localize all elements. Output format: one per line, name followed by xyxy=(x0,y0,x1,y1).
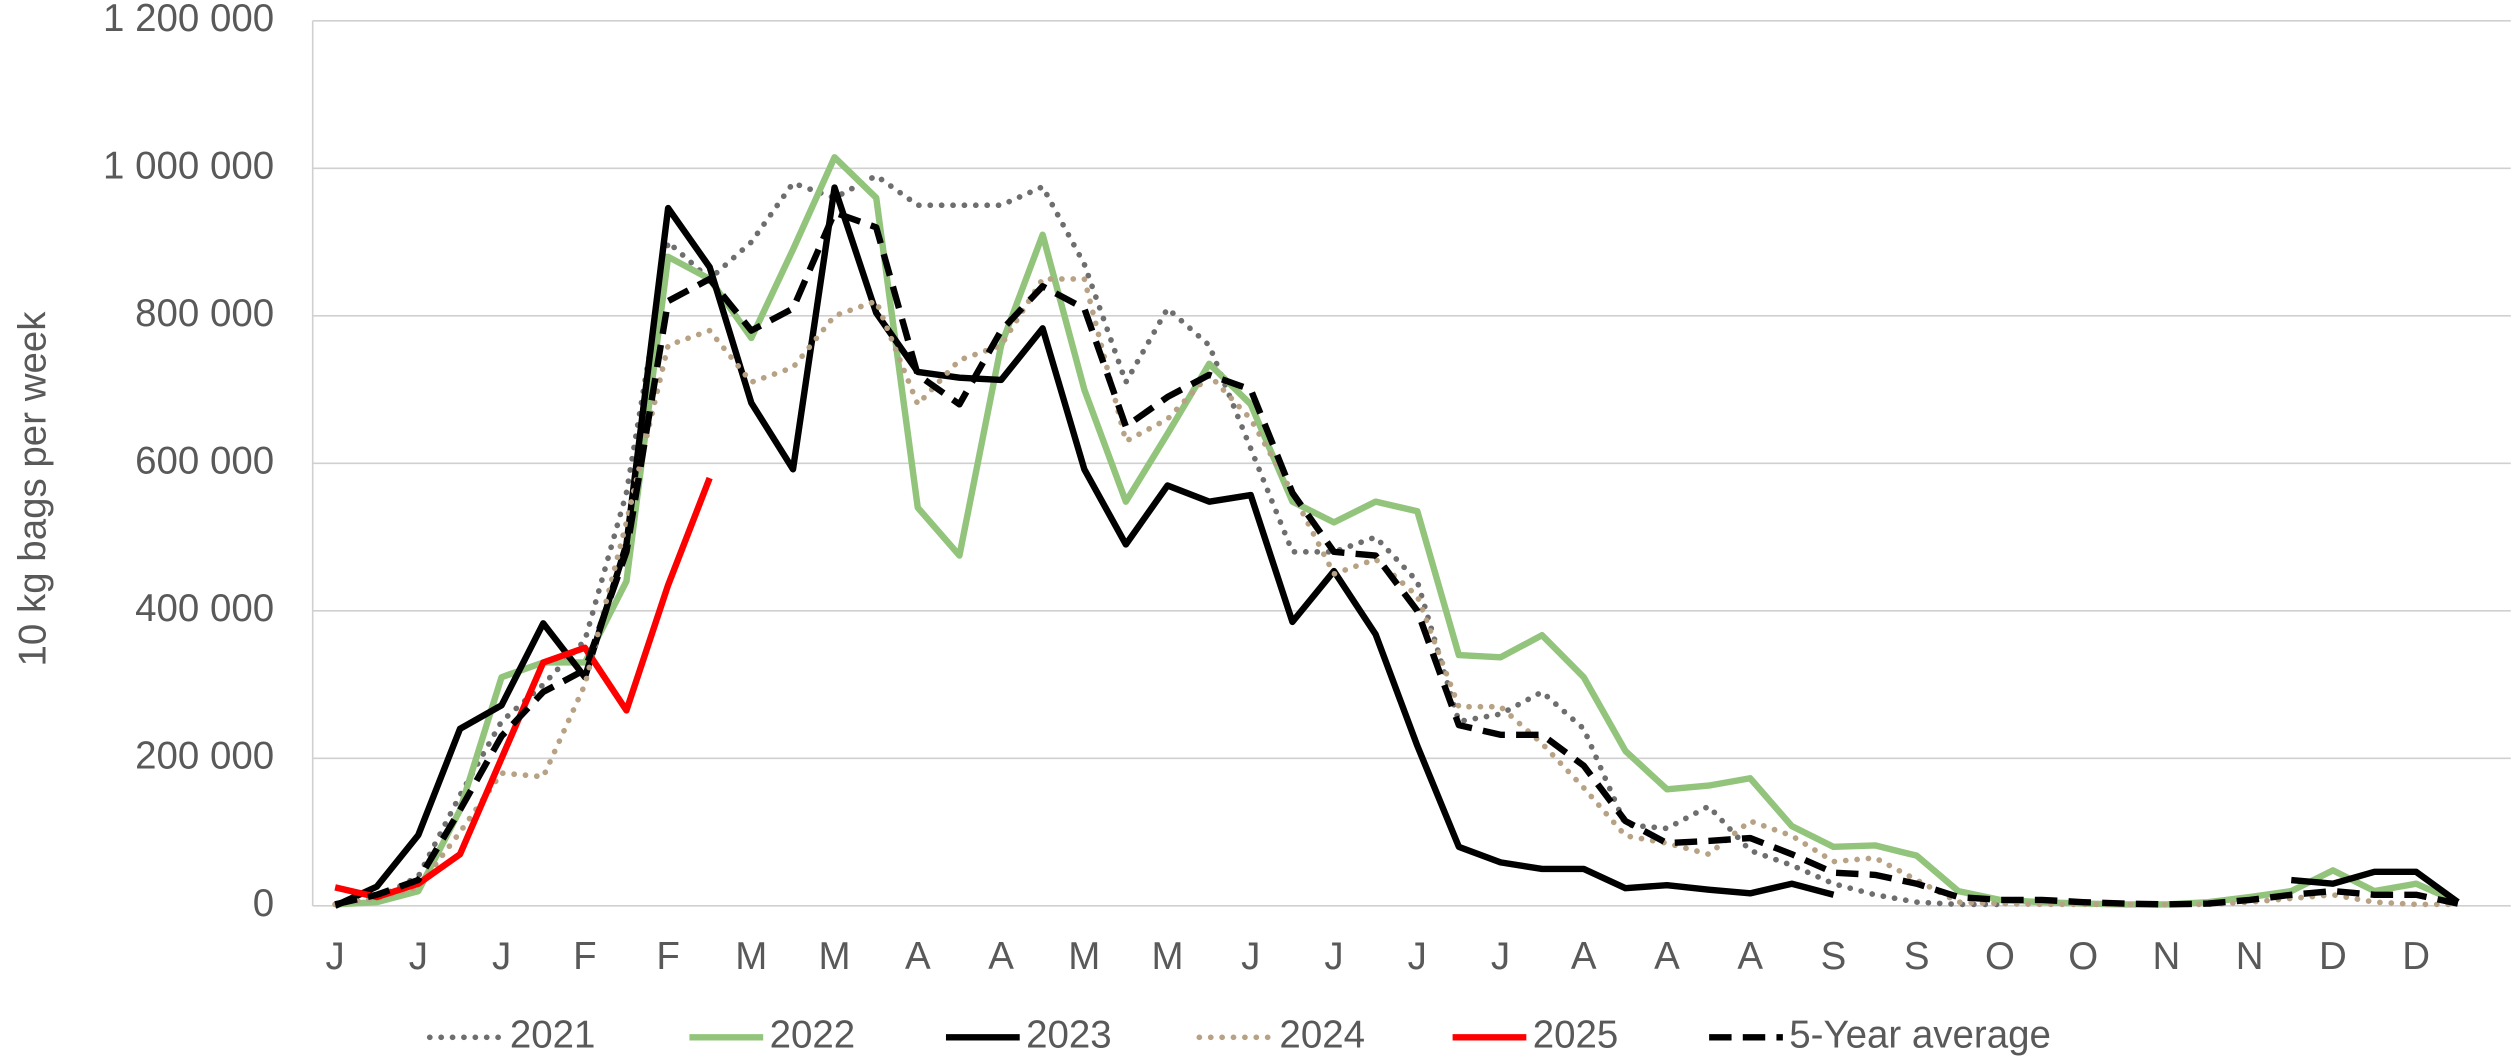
x-tick-label: M xyxy=(735,935,767,978)
x-tick-label: S xyxy=(1904,935,1930,978)
x-tick-label: M xyxy=(819,935,851,978)
x-tick-label: A xyxy=(1571,935,1597,978)
legend-label: 2023 xyxy=(1026,1013,1112,1056)
x-tick-label: J xyxy=(326,935,345,978)
x-tick-label: J xyxy=(1408,935,1427,978)
x-tick-label: S xyxy=(1821,935,1847,978)
x-tick-label: J xyxy=(1491,935,1510,978)
x-tick-label: F xyxy=(656,935,680,978)
legend-label: 2022 xyxy=(770,1013,856,1056)
y-tick-label: 600 000 xyxy=(135,439,274,482)
y-tick-label: 1 200 000 xyxy=(103,0,274,40)
x-tick-label: O xyxy=(2068,935,2098,978)
series-line xyxy=(334,476,713,901)
x-tick-label: M xyxy=(1152,935,1184,978)
x-tick-label: J xyxy=(1324,935,1343,978)
x-tick-label: A xyxy=(1654,935,1680,978)
series-line xyxy=(332,172,2003,908)
series-line xyxy=(334,154,2460,908)
y-tick-label: 1 000 000 xyxy=(103,144,274,187)
x-tick-label: J xyxy=(409,935,428,978)
x-tick-label: D xyxy=(2402,935,2430,978)
x-tick-label: N xyxy=(2153,935,2181,978)
y-tick-label: 0 xyxy=(253,882,274,925)
legend-label: 2025 xyxy=(1533,1013,1619,1056)
x-tick-label: M xyxy=(1068,935,1100,978)
x-tick-label: A xyxy=(988,935,1014,978)
x-tick-label: O xyxy=(1985,935,2015,978)
x-tick-label: N xyxy=(2236,935,2264,978)
series-line xyxy=(332,276,2461,908)
y-axis-label: 10 kg bags per week xyxy=(11,311,54,667)
legend-label: 2024 xyxy=(1279,1013,1365,1056)
y-tick-label: 800 000 xyxy=(135,292,274,335)
legend-label: 5-Year average xyxy=(1789,1013,2051,1056)
x-tick-label: F xyxy=(573,935,597,978)
x-tick-label: A xyxy=(905,935,931,978)
series-line xyxy=(333,184,2460,909)
x-tick-label: A xyxy=(1737,935,1763,978)
series-line xyxy=(334,209,2459,908)
legend-label: 2021 xyxy=(510,1013,596,1056)
x-tick-label: J xyxy=(492,935,511,978)
x-tick-label: J xyxy=(1241,935,1260,978)
x-tick-label: D xyxy=(2319,935,2347,978)
y-tick-label: 200 000 xyxy=(135,734,274,777)
y-tick-label: 400 000 xyxy=(135,587,274,630)
